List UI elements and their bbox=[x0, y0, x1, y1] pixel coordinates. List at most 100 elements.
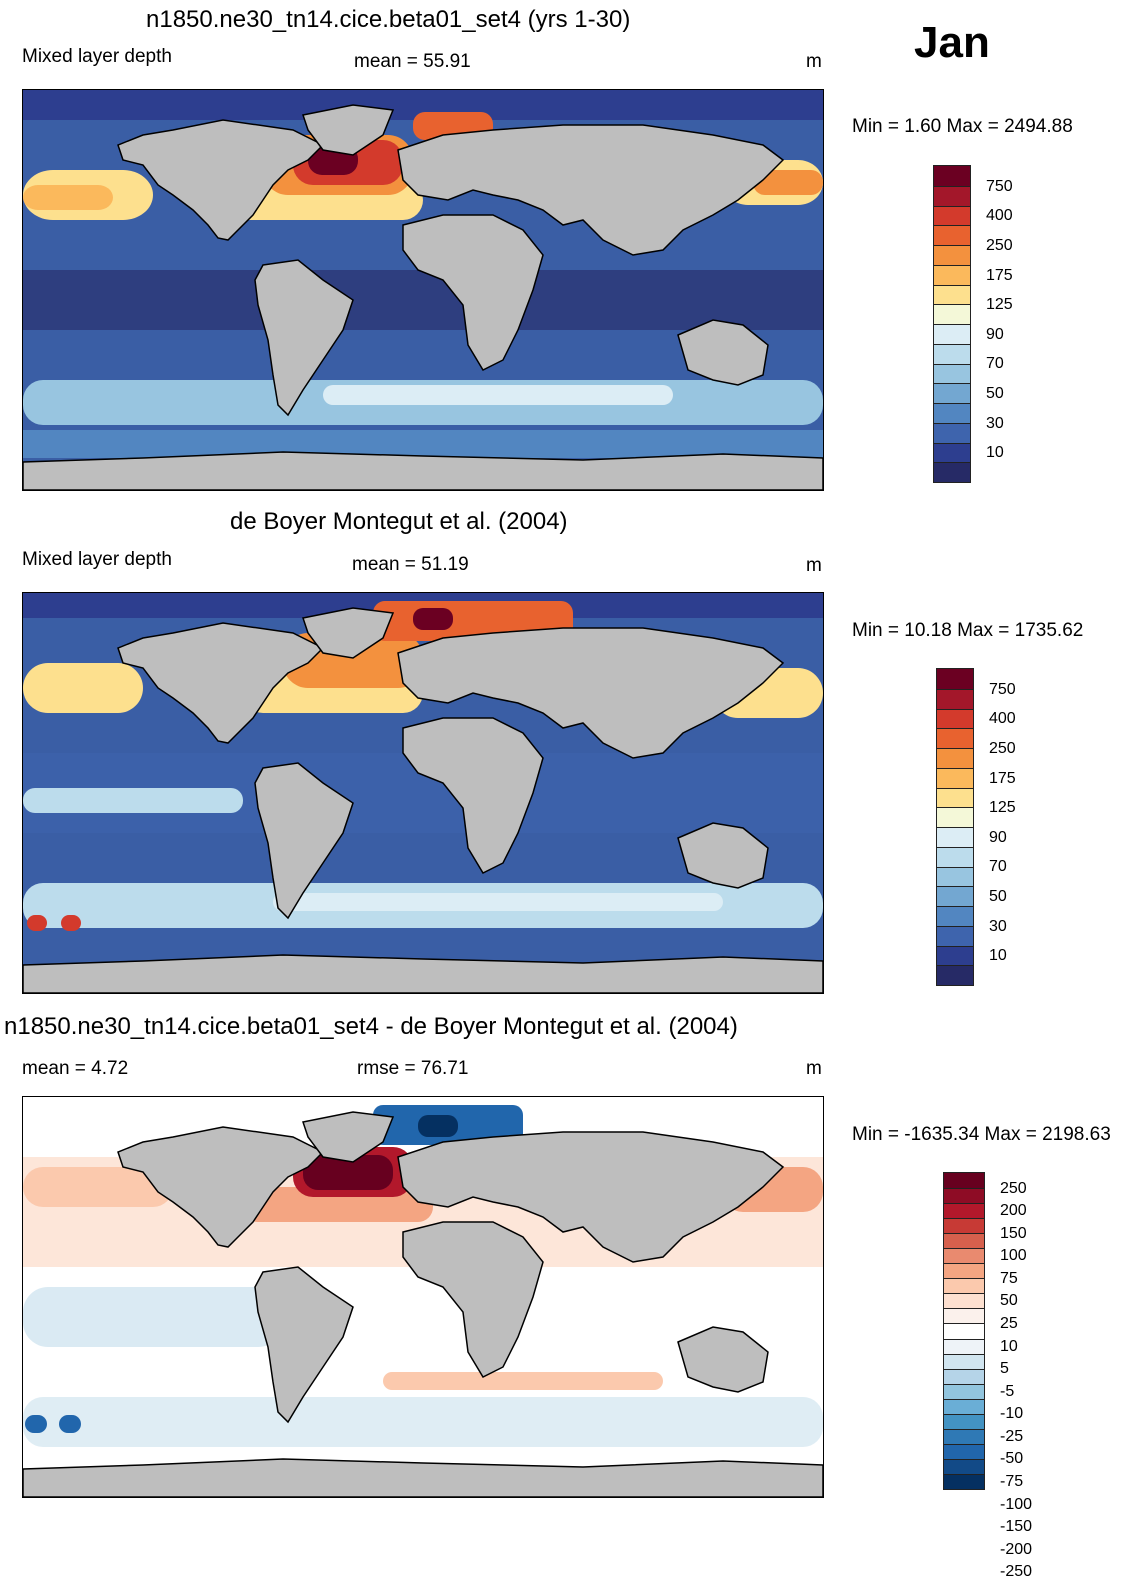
ocean-contour-region bbox=[23, 1397, 823, 1447]
panel-1-title: n1850.ne30_tn14.cice.beta01_set4 (yrs 1-… bbox=[146, 6, 631, 33]
colorbar-swatch bbox=[937, 767, 973, 788]
colorbar-swatch bbox=[944, 1353, 984, 1369]
colorbar-swatch bbox=[944, 1308, 984, 1324]
panel-3-units: m bbox=[806, 1058, 822, 1079]
land-layer bbox=[23, 1111, 823, 1497]
month-label: Jan bbox=[914, 18, 990, 67]
africa-landmass bbox=[402, 717, 544, 874]
colorbar-label: 70 bbox=[986, 355, 1004, 373]
ocean-contour-region bbox=[323, 385, 673, 405]
colorbar-label: 30 bbox=[989, 917, 1007, 935]
colorbar-label: -150 bbox=[1000, 1518, 1033, 1536]
colorbar-swatch bbox=[944, 1233, 984, 1249]
panel-2-minmax: Min = 10.18 Max = 1735.62 bbox=[852, 620, 1084, 641]
colorbar-swatch bbox=[934, 343, 970, 364]
panel-2-variable-label: Mixed layer depth bbox=[22, 549, 172, 570]
antarctica-landmass bbox=[23, 1458, 823, 1497]
colorbar-label: 200 bbox=[1000, 1202, 1027, 1220]
south-america-landmass bbox=[254, 1266, 354, 1424]
colorbar-swatch bbox=[934, 284, 970, 305]
ocean-contour-region bbox=[383, 1372, 663, 1390]
colorbar-label: 90 bbox=[986, 325, 1004, 343]
colorbar-label: 90 bbox=[989, 828, 1007, 846]
colorbar-swatch bbox=[934, 205, 970, 226]
colorbar-swatch bbox=[937, 688, 973, 709]
colorbar-swatch bbox=[937, 807, 973, 827]
ocean-contour-region bbox=[23, 1167, 173, 1207]
colorbar-swatch bbox=[934, 304, 970, 324]
colorbar-swatch bbox=[934, 403, 970, 423]
colorbar-swatch bbox=[944, 1443, 984, 1459]
colorbar-label: 50 bbox=[989, 888, 1007, 906]
australia-landmass bbox=[677, 822, 769, 889]
panel-3-rmse: rmse = 76.71 bbox=[357, 1058, 469, 1079]
land-layer bbox=[23, 104, 823, 490]
south-america-landmass bbox=[254, 259, 354, 417]
ocean-contour-region bbox=[23, 788, 243, 813]
world-map-svg bbox=[23, 1105, 823, 1497]
colorbar-swatch bbox=[944, 1428, 984, 1444]
colorbar-swatch bbox=[937, 748, 973, 768]
colorbar-label: 125 bbox=[986, 296, 1013, 314]
colorbar-label: 10 bbox=[989, 947, 1007, 965]
colorbar-swatch bbox=[944, 1473, 984, 1489]
ocean-contour-region bbox=[23, 1287, 283, 1347]
colorbar-swatch bbox=[934, 422, 970, 443]
colorbar-label: 50 bbox=[1000, 1292, 1018, 1310]
ocean-contour-region bbox=[23, 430, 823, 458]
colorbar-label: 30 bbox=[986, 414, 1004, 432]
colorbar-swatch bbox=[944, 1248, 984, 1264]
colorbar-label: -10 bbox=[1000, 1405, 1024, 1423]
colorbar-swatch bbox=[934, 383, 970, 403]
panel-2-title: de Boyer Montegut et al. (2004) bbox=[230, 508, 568, 535]
world-map-svg bbox=[23, 593, 823, 993]
colorbar-swatch bbox=[937, 965, 973, 985]
ocean-contour-region bbox=[61, 915, 81, 931]
colorbar-swatch bbox=[944, 1383, 984, 1399]
colorbar-label: 10 bbox=[1000, 1337, 1018, 1355]
ocean-contour-region bbox=[273, 893, 723, 911]
colorbar-swatch bbox=[937, 925, 973, 946]
colorbar-label: -100 bbox=[1000, 1495, 1033, 1513]
colorbar-swatch bbox=[934, 264, 970, 285]
colorbar-label: 75 bbox=[1000, 1269, 1018, 1287]
eurasia-landmass bbox=[397, 1131, 785, 1263]
colorbar-label: -250 bbox=[1000, 1563, 1033, 1581]
colorbar-swatch bbox=[937, 886, 973, 906]
south-america-landmass bbox=[254, 762, 354, 920]
ocean-contour-region bbox=[23, 185, 113, 210]
panel-1-minmax: Min = 1.60 Max = 2494.88 bbox=[852, 116, 1073, 137]
colorbar-swatch bbox=[937, 827, 973, 847]
panel-2-map bbox=[22, 592, 824, 994]
africa-landmass bbox=[402, 214, 544, 371]
colorbar-swatch bbox=[944, 1203, 984, 1219]
colorbar-swatch bbox=[944, 1458, 984, 1474]
panel-1-units: m bbox=[806, 51, 822, 72]
colorbar-label: 250 bbox=[1000, 1179, 1027, 1197]
colorbar-label: 175 bbox=[986, 266, 1013, 284]
ocean-contour-region bbox=[27, 915, 47, 931]
north-america-landmass bbox=[117, 622, 325, 744]
colorbar-swatch bbox=[944, 1413, 984, 1429]
colorbar-label: 5 bbox=[1000, 1360, 1009, 1378]
colorbar-swatch bbox=[934, 324, 970, 344]
greenland-landmass bbox=[302, 1111, 395, 1163]
panel-3-map bbox=[22, 1096, 824, 1498]
colorbar-swatch bbox=[944, 1398, 984, 1414]
ocean-field bbox=[23, 90, 823, 458]
colorbar-label: 100 bbox=[1000, 1247, 1027, 1265]
colorbar-label: 150 bbox=[1000, 1224, 1027, 1242]
ocean-contour-region bbox=[23, 270, 823, 330]
colorbar-label: 25 bbox=[1000, 1314, 1018, 1332]
colorbar-swatch bbox=[944, 1218, 984, 1234]
ocean-contour-region bbox=[303, 1155, 393, 1190]
colorbar-label: 70 bbox=[989, 858, 1007, 876]
panel-1-variable-label: Mixed layer depth bbox=[22, 46, 172, 67]
colorbar-swatch bbox=[944, 1263, 984, 1279]
panel-2-colorbar bbox=[936, 668, 974, 986]
panel-3-mean: mean = 4.72 bbox=[22, 1058, 129, 1079]
colorbar-label: -25 bbox=[1000, 1427, 1024, 1445]
ocean-contour-region bbox=[25, 1415, 47, 1433]
panel-1-colorbar bbox=[933, 165, 971, 483]
colorbar-label: 250 bbox=[989, 739, 1016, 757]
